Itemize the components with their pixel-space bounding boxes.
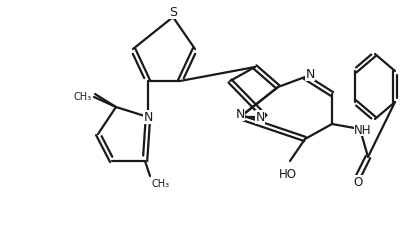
Text: O: O — [353, 176, 363, 189]
Text: N: N — [305, 68, 315, 81]
Text: CH₃: CH₃ — [74, 92, 92, 102]
Text: N: N — [143, 111, 153, 124]
Text: CH₃: CH₃ — [152, 178, 170, 188]
Text: N: N — [235, 108, 245, 121]
Text: N: N — [255, 111, 265, 124]
Text: NH: NH — [354, 123, 372, 136]
Text: HO: HO — [279, 167, 297, 180]
Text: S: S — [169, 6, 177, 19]
